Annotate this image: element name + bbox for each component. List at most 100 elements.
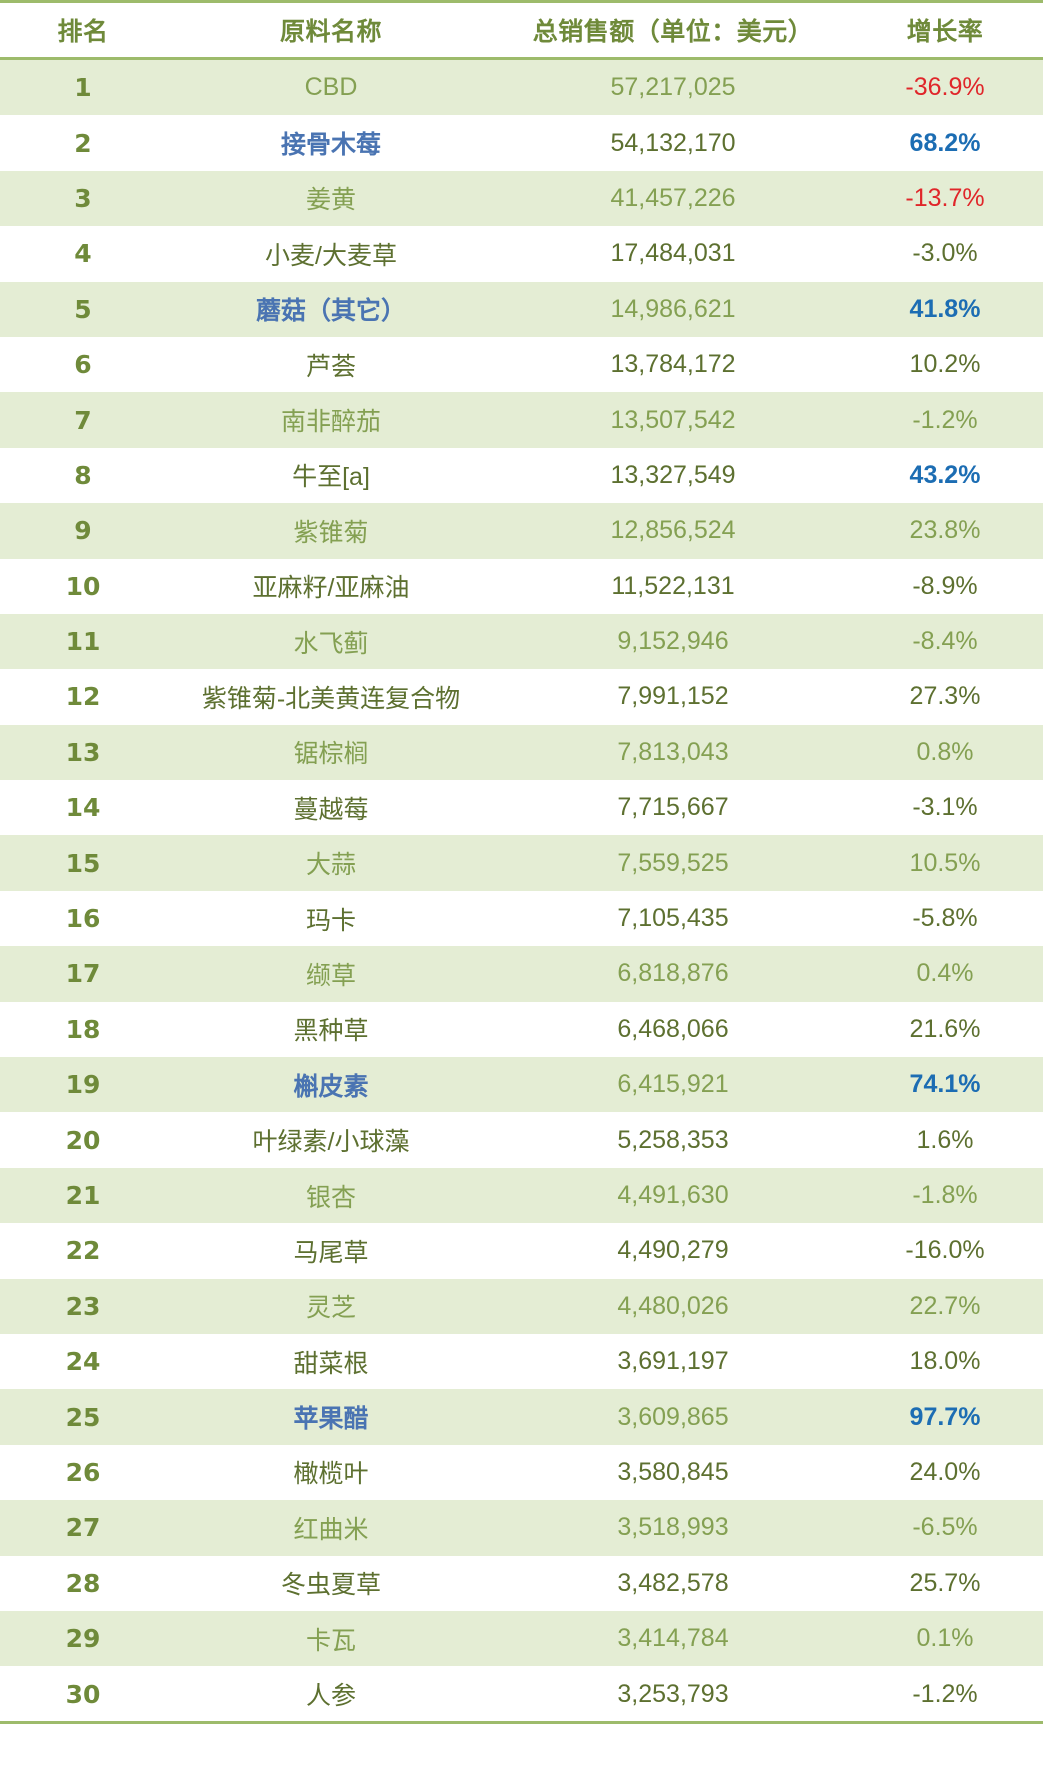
sales-amount-cell: 4,480,026 (617, 1291, 729, 1320)
rank-cell: 26 (65, 1457, 101, 1487)
growth-rate-cell: 43.2% (909, 460, 981, 489)
bottom-rule (0, 1721, 1043, 1724)
table-row: 10 亚麻籽/亚麻油 11,522,131 -8.9% (0, 559, 1043, 614)
ingredient-name-cell: 卡瓦 (305, 1626, 356, 1655)
rank-cell: 6 (74, 350, 92, 380)
ingredient-name-cell: 甜菜根 (293, 1349, 369, 1378)
ingredient-name-cell: 玛卡 (305, 906, 356, 935)
sales-amount-cell: 13,327,549 (610, 460, 736, 489)
sales-amount-cell: 41,457,226 (610, 183, 736, 212)
sales-amount-cell: 3,253,793 (617, 1679, 729, 1708)
rank-cell: 4 (74, 239, 92, 269)
table-header: 排名 原料名称 总销售额（单位：美元） 增长率 (0, 3, 1043, 57)
rank-cell: 13 (65, 737, 101, 767)
table-row: 29 卡瓦 3,414,784 0.1% (0, 1610, 1043, 1667)
ingredient-name-cell: 苹果醋 (293, 1405, 369, 1434)
table-row: 28 冬虫夏草 3,482,578 25.7% (0, 1556, 1043, 1611)
ingredient-name-cell: 接骨木莓 (280, 131, 381, 160)
rank-cell: 19 (65, 1070, 101, 1100)
sales-amount-cell: 3,414,784 (617, 1624, 729, 1653)
ingredient-name-cell: CBD (304, 73, 358, 102)
sales-amount-cell: 7,105,435 (617, 904, 729, 933)
header-rule (0, 57, 1043, 60)
sales-amount-cell: 9,152,946 (617, 627, 729, 656)
sales-amount-cell: 6,818,876 (617, 959, 729, 988)
rank-cell: 15 (65, 848, 101, 878)
growth-rate-cell: -13.7% (905, 183, 985, 212)
rank-cell: 18 (65, 1014, 101, 1044)
ingredient-name-cell: 锯棕榈 (293, 740, 369, 769)
ingredient-name-cell: 水飞蓟 (293, 629, 369, 658)
ingredient-name-cell: 姜黄 (305, 186, 356, 215)
header-amount: 总销售额（单位：美元） (532, 17, 814, 46)
ingredient-name-cell: 槲皮素 (293, 1072, 369, 1101)
table-row: 24 甜菜根 3,691,197 18.0% (0, 1334, 1043, 1389)
header-name: 原料名称 (279, 17, 382, 46)
rank-cell: 7 (74, 405, 92, 435)
sales-amount-cell: 3,609,865 (617, 1402, 729, 1431)
table-row: 11 水飞蓟 9,152,946 -8.4% (0, 613, 1043, 670)
sales-amount-cell: 6,415,921 (617, 1070, 729, 1099)
table-row: 8 牛至[a] 13,327,549 43.2% (0, 448, 1043, 503)
table-row: 6 芦荟 13,784,172 10.2% (0, 337, 1043, 392)
growth-rate-cell: 18.0% (909, 1347, 981, 1376)
rank-cell: 11 (65, 627, 101, 657)
growth-rate-cell: 22.7% (909, 1291, 981, 1320)
growth-rate-cell: 0.1% (916, 1624, 974, 1653)
table-row: 2 接骨木莓 54,132,170 68.2% (0, 115, 1043, 170)
rank-cell: 27 (65, 1513, 101, 1543)
table-row: 1 CBD 57,217,025 -36.9% (0, 60, 1043, 116)
rank-cell: 29 (65, 1624, 101, 1654)
table-row: 14 蔓越莓 7,715,667 -3.1% (0, 780, 1043, 835)
table-row: 16 玛卡 7,105,435 -5.8% (0, 891, 1043, 946)
growth-rate-cell: -1.8% (912, 1181, 978, 1209)
ingredient-name-cell: 蔓越莓 (293, 795, 369, 824)
growth-rate-cell: -3.1% (912, 793, 978, 822)
table-row: 22 马尾草 4,490,279 -16.0% (0, 1223, 1043, 1278)
ingredient-name-cell: 紫锥菊-北美黄连复合物 (201, 684, 461, 713)
growth-rate-cell: 23.8% (909, 516, 981, 545)
rank-cell: 20 (65, 1125, 101, 1155)
growth-rate-cell: 0.8% (916, 737, 974, 766)
rank-cell: 12 (65, 682, 101, 712)
rank-cell: 2 (74, 128, 92, 158)
sales-amount-cell: 17,484,031 (610, 239, 736, 268)
ingredient-name-cell: 黑种草 (293, 1017, 369, 1046)
sales-amount-cell: 13,507,542 (610, 405, 736, 434)
ingredient-name-cell: 亚麻籽/亚麻油 (252, 574, 410, 603)
ingredient-name-cell: 灵芝 (305, 1294, 356, 1323)
sales-amount-cell: 14,986,621 (610, 294, 736, 323)
growth-rate-cell: -8.4% (912, 627, 978, 656)
table-row: 12 紫锥菊-北美黄连复合物 7,991,152 27.3% (0, 669, 1043, 724)
top-rule (0, 0, 1043, 3)
table-row: 25 苹果醋 3,609,865 97.7% (0, 1389, 1043, 1445)
rank-cell: 24 (65, 1347, 101, 1377)
sales-amount-cell: 5,258,353 (617, 1125, 729, 1154)
table-row: 20 叶绿素/小球藻 5,258,353 1.6% (0, 1112, 1043, 1167)
table-row: 9 紫锥菊 12,856,524 23.8% (0, 503, 1043, 559)
ingredient-name-cell: 缬草 (305, 961, 356, 990)
growth-rate-cell: -1.2% (912, 405, 978, 434)
sales-amount-cell: 3,580,845 (617, 1457, 729, 1486)
table-row: 19 槲皮素 6,415,921 74.1% (0, 1057, 1043, 1113)
table-row: 7 南非醉茄 13,507,542 -1.2% (0, 392, 1043, 448)
growth-rate-cell: 27.3% (909, 682, 981, 711)
growth-rate-cell: 10.2% (909, 350, 981, 379)
rank-cell: 1 (74, 73, 92, 103)
ingredient-name-cell: 红曲米 (293, 1515, 369, 1544)
sales-amount-cell: 3,691,197 (617, 1347, 729, 1376)
rank-cell: 10 (65, 571, 101, 601)
growth-rate-cell: 25.7% (909, 1568, 981, 1597)
rank-cell: 22 (65, 1236, 101, 1266)
growth-rate-cell: 97.7% (909, 1402, 981, 1431)
sales-amount-cell: 12,856,524 (610, 516, 736, 545)
sales-amount-cell: 7,813,043 (617, 737, 729, 766)
sales-amount-cell: 54,132,170 (610, 128, 736, 157)
sales-amount-cell: 11,522,131 (611, 571, 735, 600)
sales-amount-cell: 57,217,025 (610, 73, 736, 102)
table-row: 18 黑种草 6,468,066 21.6% (0, 1002, 1043, 1057)
ingredient-name-cell: 小麦/大麦草 (265, 241, 397, 270)
ingredient-name-cell: 马尾草 (293, 1238, 369, 1267)
growth-rate-cell: 0.4% (916, 959, 974, 988)
ingredient-name-cell: 叶绿素/小球藻 (252, 1128, 410, 1157)
